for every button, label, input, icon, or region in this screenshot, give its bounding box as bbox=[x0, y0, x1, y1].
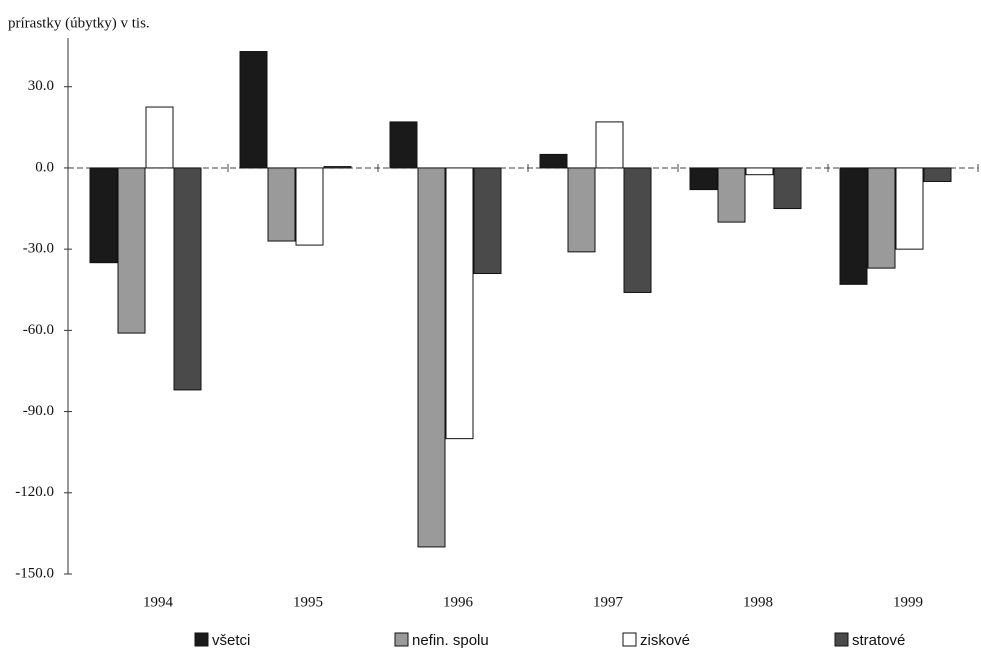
bar bbox=[539, 153, 568, 169]
bar bbox=[567, 167, 596, 253]
bar bbox=[389, 121, 418, 169]
y-tick-label: -30.0 bbox=[23, 241, 54, 257]
y-tick-label: 0.0 bbox=[35, 159, 54, 175]
y-tick-label: -90.0 bbox=[23, 403, 54, 419]
y-tick-label: -120.0 bbox=[15, 484, 54, 500]
x-tick-label: 1996 bbox=[443, 594, 474, 610]
legend-swatch bbox=[394, 632, 409, 647]
y-tick-label: -60.0 bbox=[23, 322, 54, 338]
bar bbox=[239, 51, 268, 169]
x-tick-label: 1999 bbox=[893, 594, 923, 610]
bar bbox=[145, 106, 174, 169]
legend-swatch bbox=[834, 632, 849, 647]
bar bbox=[267, 167, 296, 242]
y-tick-label: -150.0 bbox=[15, 565, 54, 581]
bar bbox=[89, 167, 118, 264]
legend-label: nefin. spolu bbox=[412, 632, 489, 649]
bar bbox=[689, 167, 718, 191]
legend-label: stratové bbox=[852, 632, 905, 649]
x-tick-label: 1994 bbox=[143, 594, 174, 610]
x-tick-label: 1995 bbox=[293, 594, 323, 610]
bar bbox=[595, 121, 624, 169]
bar bbox=[923, 167, 952, 182]
bar bbox=[417, 167, 446, 548]
bar bbox=[323, 166, 352, 169]
bar bbox=[839, 167, 868, 285]
bar bbox=[895, 167, 924, 250]
x-tick-label: 1998 bbox=[743, 594, 773, 610]
legend-swatch bbox=[194, 632, 209, 647]
y-tick-label: 30.0 bbox=[28, 78, 54, 94]
bar bbox=[773, 167, 802, 210]
bar bbox=[445, 167, 474, 440]
legend-label: všetci bbox=[212, 632, 250, 649]
y-axis-label: prírastky (úbytky) v tis. bbox=[8, 15, 150, 31]
legend-label: ziskové bbox=[640, 632, 690, 649]
bar bbox=[623, 167, 652, 293]
bar bbox=[295, 167, 324, 246]
legend-swatch bbox=[622, 632, 637, 647]
bar bbox=[173, 167, 202, 391]
bar bbox=[117, 167, 146, 334]
x-tick-label: 1997 bbox=[593, 594, 624, 610]
bar bbox=[473, 167, 502, 275]
bar bbox=[745, 167, 774, 176]
bar bbox=[717, 167, 746, 223]
bar bbox=[867, 167, 896, 269]
